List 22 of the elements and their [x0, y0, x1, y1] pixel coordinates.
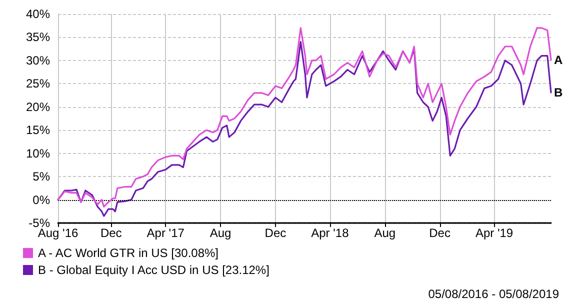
annotation: A — [554, 52, 563, 67]
x-tick-label: Apr '18 — [311, 226, 350, 240]
x-tick-label: Aug — [210, 226, 232, 240]
y-tick-label: 0% — [32, 192, 50, 207]
y-tick-label: 5% — [32, 170, 50, 184]
y-tick-label: 40% — [26, 7, 50, 21]
x-tick-label: Dec — [429, 226, 450, 240]
y-tick-label: 20% — [26, 100, 50, 114]
y-tick-label: 15% — [26, 123, 50, 138]
x-tick-label: Apr '19 — [475, 226, 514, 240]
legend-label: B - Global Equity I Acc USD in US [23.12%] — [38, 263, 270, 277]
y-tick-label: 10% — [26, 146, 50, 160]
x-tick-label: Apr '17 — [146, 226, 185, 240]
x-tick-label: Dec — [264, 226, 286, 240]
legend-label: A - AC World GTR in US [30.08%] — [38, 246, 219, 260]
x-tick-label: Dec — [100, 226, 122, 240]
y-tick-label: 30% — [26, 53, 50, 68]
x-tick-label: Aug — [374, 226, 396, 240]
annotation: B — [554, 85, 563, 100]
text: 05/08/2016 - 05/08/2019 — [428, 287, 560, 301]
y-tick-label: 35% — [26, 30, 50, 44]
y-tick-label: 25% — [26, 76, 50, 91]
